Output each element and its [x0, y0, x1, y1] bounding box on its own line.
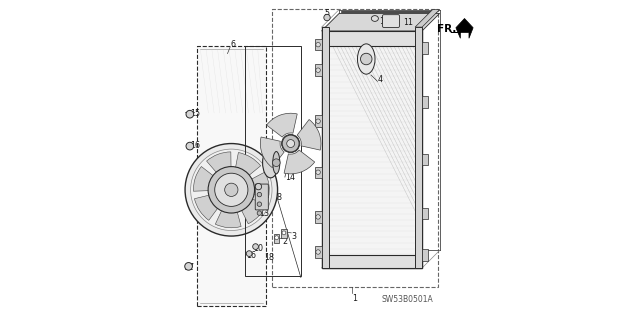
Wedge shape	[234, 152, 260, 182]
Ellipse shape	[262, 147, 278, 178]
Circle shape	[316, 68, 320, 72]
Bar	[321, 31, 422, 46]
Ellipse shape	[358, 44, 375, 74]
Circle shape	[186, 142, 194, 150]
Bar	[422, 96, 428, 108]
Bar	[271, 9, 438, 287]
Text: 5: 5	[324, 9, 330, 18]
Bar	[321, 27, 328, 268]
Circle shape	[215, 173, 248, 206]
Circle shape	[185, 263, 193, 270]
Circle shape	[185, 144, 278, 236]
Polygon shape	[321, 13, 440, 31]
Text: FR.: FR.	[437, 24, 456, 34]
Circle shape	[225, 183, 238, 197]
Circle shape	[253, 244, 259, 249]
Circle shape	[191, 149, 272, 231]
Bar	[422, 208, 428, 219]
Circle shape	[186, 110, 194, 118]
Circle shape	[257, 211, 262, 215]
Circle shape	[255, 183, 262, 190]
Circle shape	[257, 192, 262, 197]
Wedge shape	[193, 167, 221, 191]
Bar	[422, 154, 428, 165]
Circle shape	[287, 140, 294, 147]
Circle shape	[316, 170, 320, 174]
Circle shape	[360, 53, 372, 65]
Circle shape	[316, 42, 320, 47]
Text: 3: 3	[291, 232, 296, 241]
Bar	[422, 42, 428, 54]
Text: 15: 15	[190, 109, 200, 118]
Bar	[315, 115, 321, 127]
Text: 16: 16	[190, 141, 200, 150]
Ellipse shape	[273, 152, 280, 174]
Wedge shape	[243, 172, 269, 198]
Text: 18: 18	[264, 253, 274, 262]
Wedge shape	[215, 201, 241, 228]
FancyBboxPatch shape	[383, 15, 399, 27]
Bar	[281, 229, 287, 238]
Bar	[321, 255, 422, 268]
Circle shape	[316, 119, 320, 123]
Bar	[197, 46, 266, 306]
Text: 13: 13	[259, 209, 269, 218]
Wedge shape	[207, 152, 231, 180]
Bar	[415, 27, 422, 268]
Wedge shape	[284, 150, 315, 174]
Circle shape	[282, 135, 299, 152]
Text: 12: 12	[380, 17, 390, 26]
Circle shape	[273, 159, 280, 167]
Polygon shape	[451, 19, 473, 38]
Text: 16: 16	[246, 251, 256, 260]
Bar	[321, 27, 422, 268]
Text: 11: 11	[403, 19, 413, 27]
Wedge shape	[297, 120, 321, 150]
Text: 14: 14	[285, 173, 295, 182]
Circle shape	[324, 14, 330, 21]
Text: 7: 7	[188, 263, 193, 272]
Wedge shape	[260, 137, 284, 167]
FancyBboxPatch shape	[255, 184, 268, 210]
Wedge shape	[267, 113, 297, 137]
Bar	[274, 234, 280, 243]
Circle shape	[316, 250, 320, 254]
Text: 10: 10	[253, 244, 264, 253]
Text: 17: 17	[259, 193, 269, 202]
Bar	[422, 249, 428, 261]
Circle shape	[208, 167, 255, 213]
Circle shape	[257, 202, 262, 206]
Text: SW53B0501A: SW53B0501A	[381, 295, 433, 304]
Circle shape	[282, 231, 286, 235]
Text: 6: 6	[230, 40, 235, 48]
Bar	[315, 211, 321, 223]
Wedge shape	[195, 193, 224, 220]
Bar	[245, 46, 301, 276]
Text: 8: 8	[277, 193, 282, 202]
Circle shape	[275, 236, 278, 240]
Text: 1: 1	[352, 294, 357, 303]
Bar	[315, 39, 321, 50]
Text: 4: 4	[378, 75, 383, 84]
Bar	[315, 64, 321, 76]
Bar	[315, 246, 321, 258]
Bar	[315, 167, 321, 178]
Wedge shape	[237, 195, 266, 224]
Circle shape	[316, 215, 320, 219]
Polygon shape	[415, 10, 440, 27]
Ellipse shape	[371, 16, 378, 21]
Text: 2: 2	[282, 237, 287, 246]
Circle shape	[246, 251, 252, 256]
